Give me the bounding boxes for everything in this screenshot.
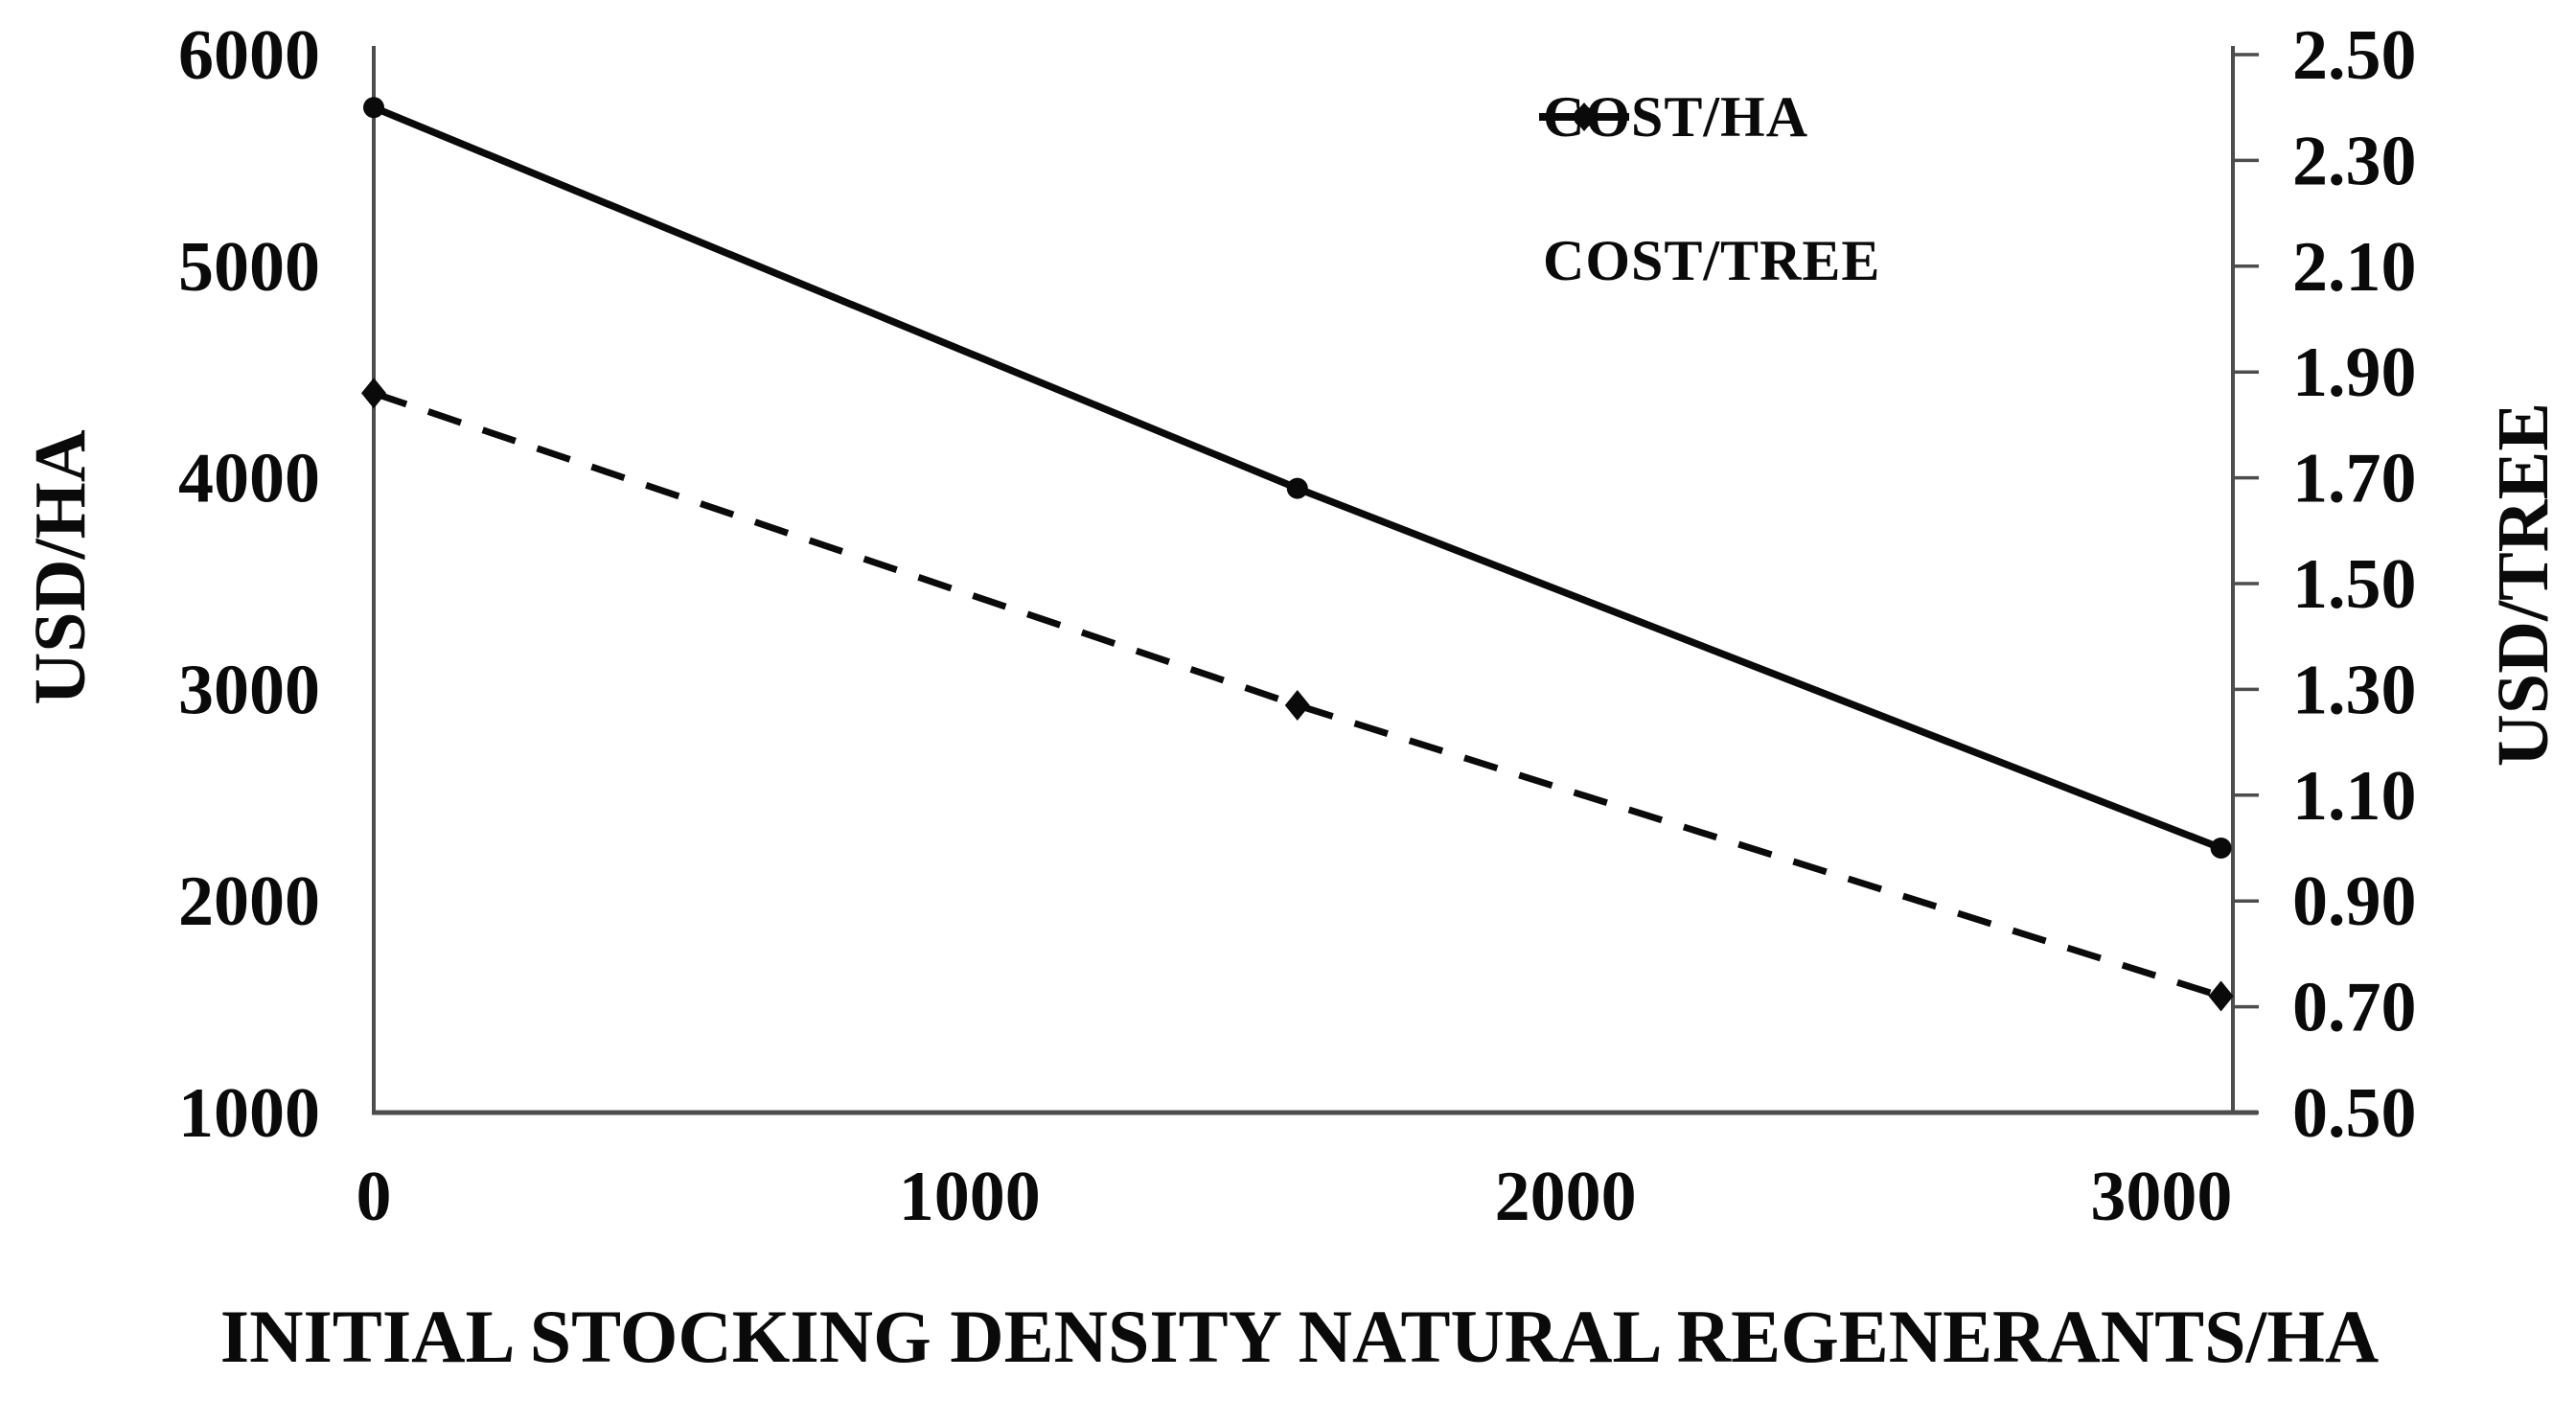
y-left-tick-label: 4000 (178, 440, 320, 518)
y-right-tick-label: 0.50 (2292, 1074, 2417, 1153)
y-right-axis-title: USD/TREE (2483, 402, 2564, 767)
y-right-tick-label: 2.30 (2292, 122, 2417, 200)
y-right-tick-label: 1.30 (2292, 651, 2417, 729)
y-right-tick-label: 1.50 (2292, 545, 2417, 624)
y-left-tick-label: 5000 (178, 228, 320, 307)
y-left-axis-title: USD/HA (20, 429, 101, 704)
y-right-tick-label: 2.50 (2292, 16, 2417, 95)
x-tick-label: 2000 (1495, 1158, 1637, 1236)
y-right-tick-label: 1.10 (2292, 757, 2417, 836)
marker-diamond (361, 378, 386, 409)
series-line-cost-tree (372, 389, 2222, 999)
x-tick-label: 1000 (899, 1158, 1041, 1236)
marker-circle (1286, 477, 1308, 499)
marker-circle (363, 97, 384, 119)
y-left-tick-label: 6000 (178, 16, 320, 95)
legend: COST/HA COST/TREE (1537, 71, 1880, 307)
x-tick-label: 3000 (2090, 1158, 2232, 1236)
y-right-tick-label: 2.10 (2292, 228, 2417, 307)
legend-label-cost-tree: COST/TREE (1543, 229, 1881, 292)
y-right-tick-label: 1.70 (2292, 440, 2417, 518)
y-left-tick-label: 1000 (178, 1074, 320, 1153)
marker-circle (2210, 838, 2232, 859)
y-right-tick-label: 0.70 (2292, 969, 2417, 1047)
x-tick-label: 0 (356, 1158, 392, 1236)
marker-diamond (2208, 980, 2234, 1012)
dashed-line-diamond-marker-icon (1539, 103, 1629, 131)
y-right-tick-label: 0.90 (2292, 862, 2417, 941)
y-left-tick-label: 3000 (178, 651, 320, 729)
marker-diamond (1284, 689, 1310, 721)
y-right-tick-label: 1.90 (2292, 333, 2417, 412)
series-line-cost-ha (372, 103, 2222, 852)
legend-item-cost-tree: COST/TREE (1537, 103, 1881, 307)
y-left-tick-label: 2000 (178, 862, 320, 941)
x-axis-title: INITIAL STOCKING DENSITY NATURAL REGENER… (220, 1295, 2379, 1378)
